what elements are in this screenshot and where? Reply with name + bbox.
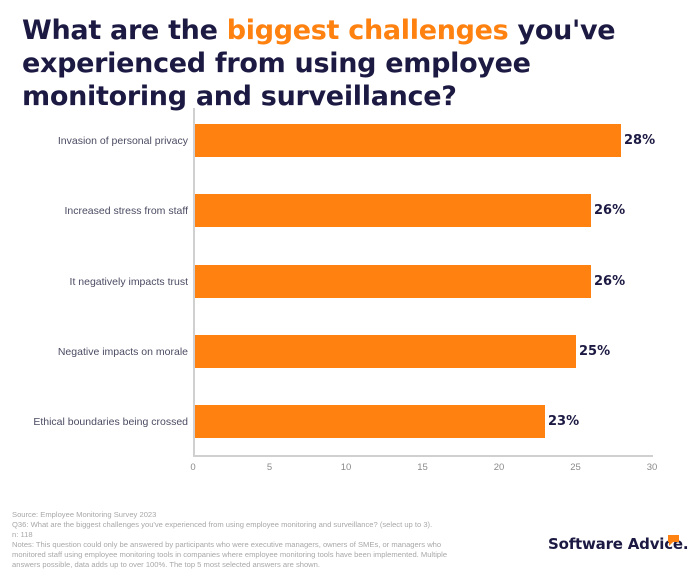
value-label: 26% [594, 274, 626, 289]
category-label: Invasion of personal privacy [57, 135, 188, 147]
value-label: 25% [579, 344, 611, 359]
software-advice-logo: Software Advice. [548, 535, 689, 553]
value-label: 28% [624, 133, 656, 148]
value-label: 23% [548, 414, 580, 429]
title-text-2: you've experienced from using employee m… [22, 15, 616, 112]
bar [195, 265, 591, 298]
value-label: 26% [594, 203, 626, 218]
notes-line-1: Notes: This question could only be answe… [12, 540, 442, 549]
x-axis-line [193, 455, 653, 457]
footnotes: Source: Employee Monitoring Survey 2023 … [12, 510, 512, 570]
y-axis-line [193, 108, 195, 457]
bar [195, 124, 621, 157]
x-tick-label: 25 [570, 462, 581, 473]
x-tick-label: 0 [190, 462, 196, 473]
category-label: It negatively impacts trust [69, 276, 188, 288]
question-note: Q36: What are the biggest challenges you… [12, 520, 433, 529]
category-label: Ethical boundaries being crossed [33, 416, 188, 428]
bar [195, 335, 576, 368]
title-highlight: biggest challenges [226, 15, 509, 46]
title-text-1: What are the [22, 15, 227, 46]
bar [195, 405, 545, 438]
source-note: Source: Employee Monitoring Survey 2023 [12, 510, 157, 519]
speech-bubble-icon [668, 535, 679, 546]
x-tick-label: 20 [493, 462, 505, 473]
x-tick-label: 30 [646, 462, 658, 473]
notes-line-2: monitored staff using employee monitorin… [12, 550, 448, 559]
x-tick-label: 10 [340, 462, 352, 473]
notes-line-3: answers possible, data adds up to over 1… [12, 560, 321, 569]
x-tick-label: 5 [266, 462, 273, 473]
sample-size: n: 118 [12, 530, 33, 539]
x-tick-label: 15 [417, 462, 428, 473]
category-label: Increased stress from staff [64, 205, 188, 217]
bar [195, 194, 591, 227]
category-label: Negative impacts on morale [57, 346, 188, 358]
chart-title: What are the biggest challenges you've e… [22, 14, 692, 113]
